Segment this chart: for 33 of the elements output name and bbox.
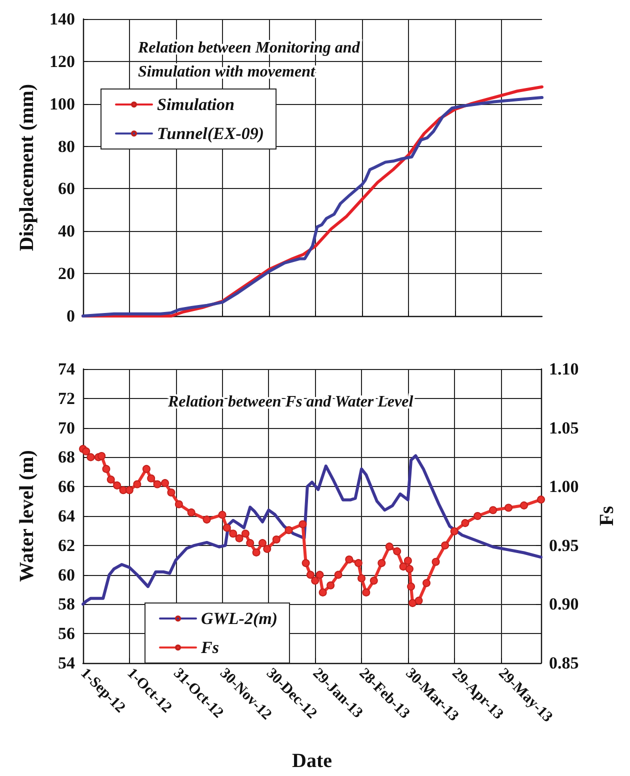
y-tick-label: 40: [58, 222, 75, 241]
y-tick-label: 20: [58, 264, 75, 284]
legend-label: Fs: [200, 638, 220, 657]
x-axis-title: Date: [292, 750, 332, 772]
y-tick-label: 120: [50, 52, 75, 71]
y-tick-label: 66: [58, 477, 75, 496]
y-axis-title: Water level (m): [16, 450, 38, 582]
y2-tick-label: 0.85: [549, 654, 579, 672]
y-tick-label: 54: [58, 654, 76, 672]
y-tick-label: 58: [58, 594, 75, 614]
y2-tick-label: 0.95: [549, 536, 579, 555]
y-axis-title: Displacement (mm): [16, 84, 38, 252]
legend-label: Tunnel(EX-09): [157, 124, 264, 143]
y-tick-label: 80: [58, 136, 75, 156]
y-tick-label: 72: [58, 388, 75, 408]
y-tick-label: 62: [58, 536, 75, 555]
legend-label: Simulation: [157, 95, 234, 114]
legend-label: GWL-2(m): [201, 609, 278, 628]
y-tick-label: 140: [50, 10, 75, 28]
y-tick-label: 70: [58, 418, 75, 438]
y-tick-label: 68: [58, 448, 75, 467]
y2-tick-label: 0.90: [549, 594, 579, 614]
y2-tick-label: 1.05: [549, 418, 579, 438]
y-tick-label: 0: [66, 306, 75, 326]
y2-axis-title: Fs: [596, 506, 618, 526]
y-tick-label: 60: [58, 565, 75, 584]
y2-tick-label: 1.10: [549, 360, 579, 378]
y-tick-label: 74: [58, 360, 76, 378]
y-tick-label: 64: [58, 506, 76, 526]
y-tick-label: 100: [50, 94, 75, 114]
y-tick-label: 60: [58, 179, 75, 198]
y2-tick-label: 1.00: [549, 477, 579, 496]
y-tick-label: 56: [58, 624, 75, 644]
